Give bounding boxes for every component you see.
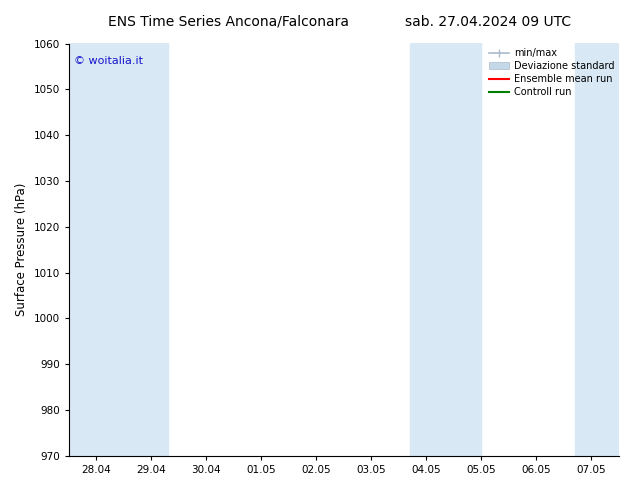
Text: sab. 27.04.2024 09 UTC: sab. 27.04.2024 09 UTC — [405, 15, 571, 29]
Bar — [575, 44, 619, 456]
Legend: min/max, Deviazione standard, Ensemble mean run, Controll run: min/max, Deviazione standard, Ensemble m… — [489, 49, 614, 97]
Text: ENS Time Series Ancona/Falconara: ENS Time Series Ancona/Falconara — [108, 15, 349, 29]
Bar — [410, 44, 443, 456]
Bar — [69, 44, 124, 456]
Bar — [443, 44, 481, 456]
Bar — [124, 44, 168, 456]
Y-axis label: Surface Pressure (hPa): Surface Pressure (hPa) — [15, 183, 28, 317]
Text: © woitalia.it: © woitalia.it — [74, 56, 143, 66]
